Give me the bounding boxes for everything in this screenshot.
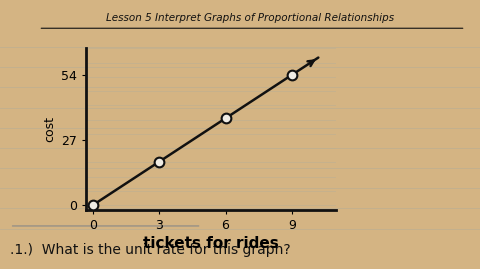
Text: .1.)  What is the unit rate for this graph?: .1.) What is the unit rate for this grap…: [10, 243, 290, 257]
Y-axis label: cost: cost: [43, 116, 56, 142]
X-axis label: tickets for rides: tickets for rides: [144, 236, 279, 251]
Text: Lesson 5 Interpret Graphs of Proportional Relationships: Lesson 5 Interpret Graphs of Proportiona…: [106, 13, 394, 23]
